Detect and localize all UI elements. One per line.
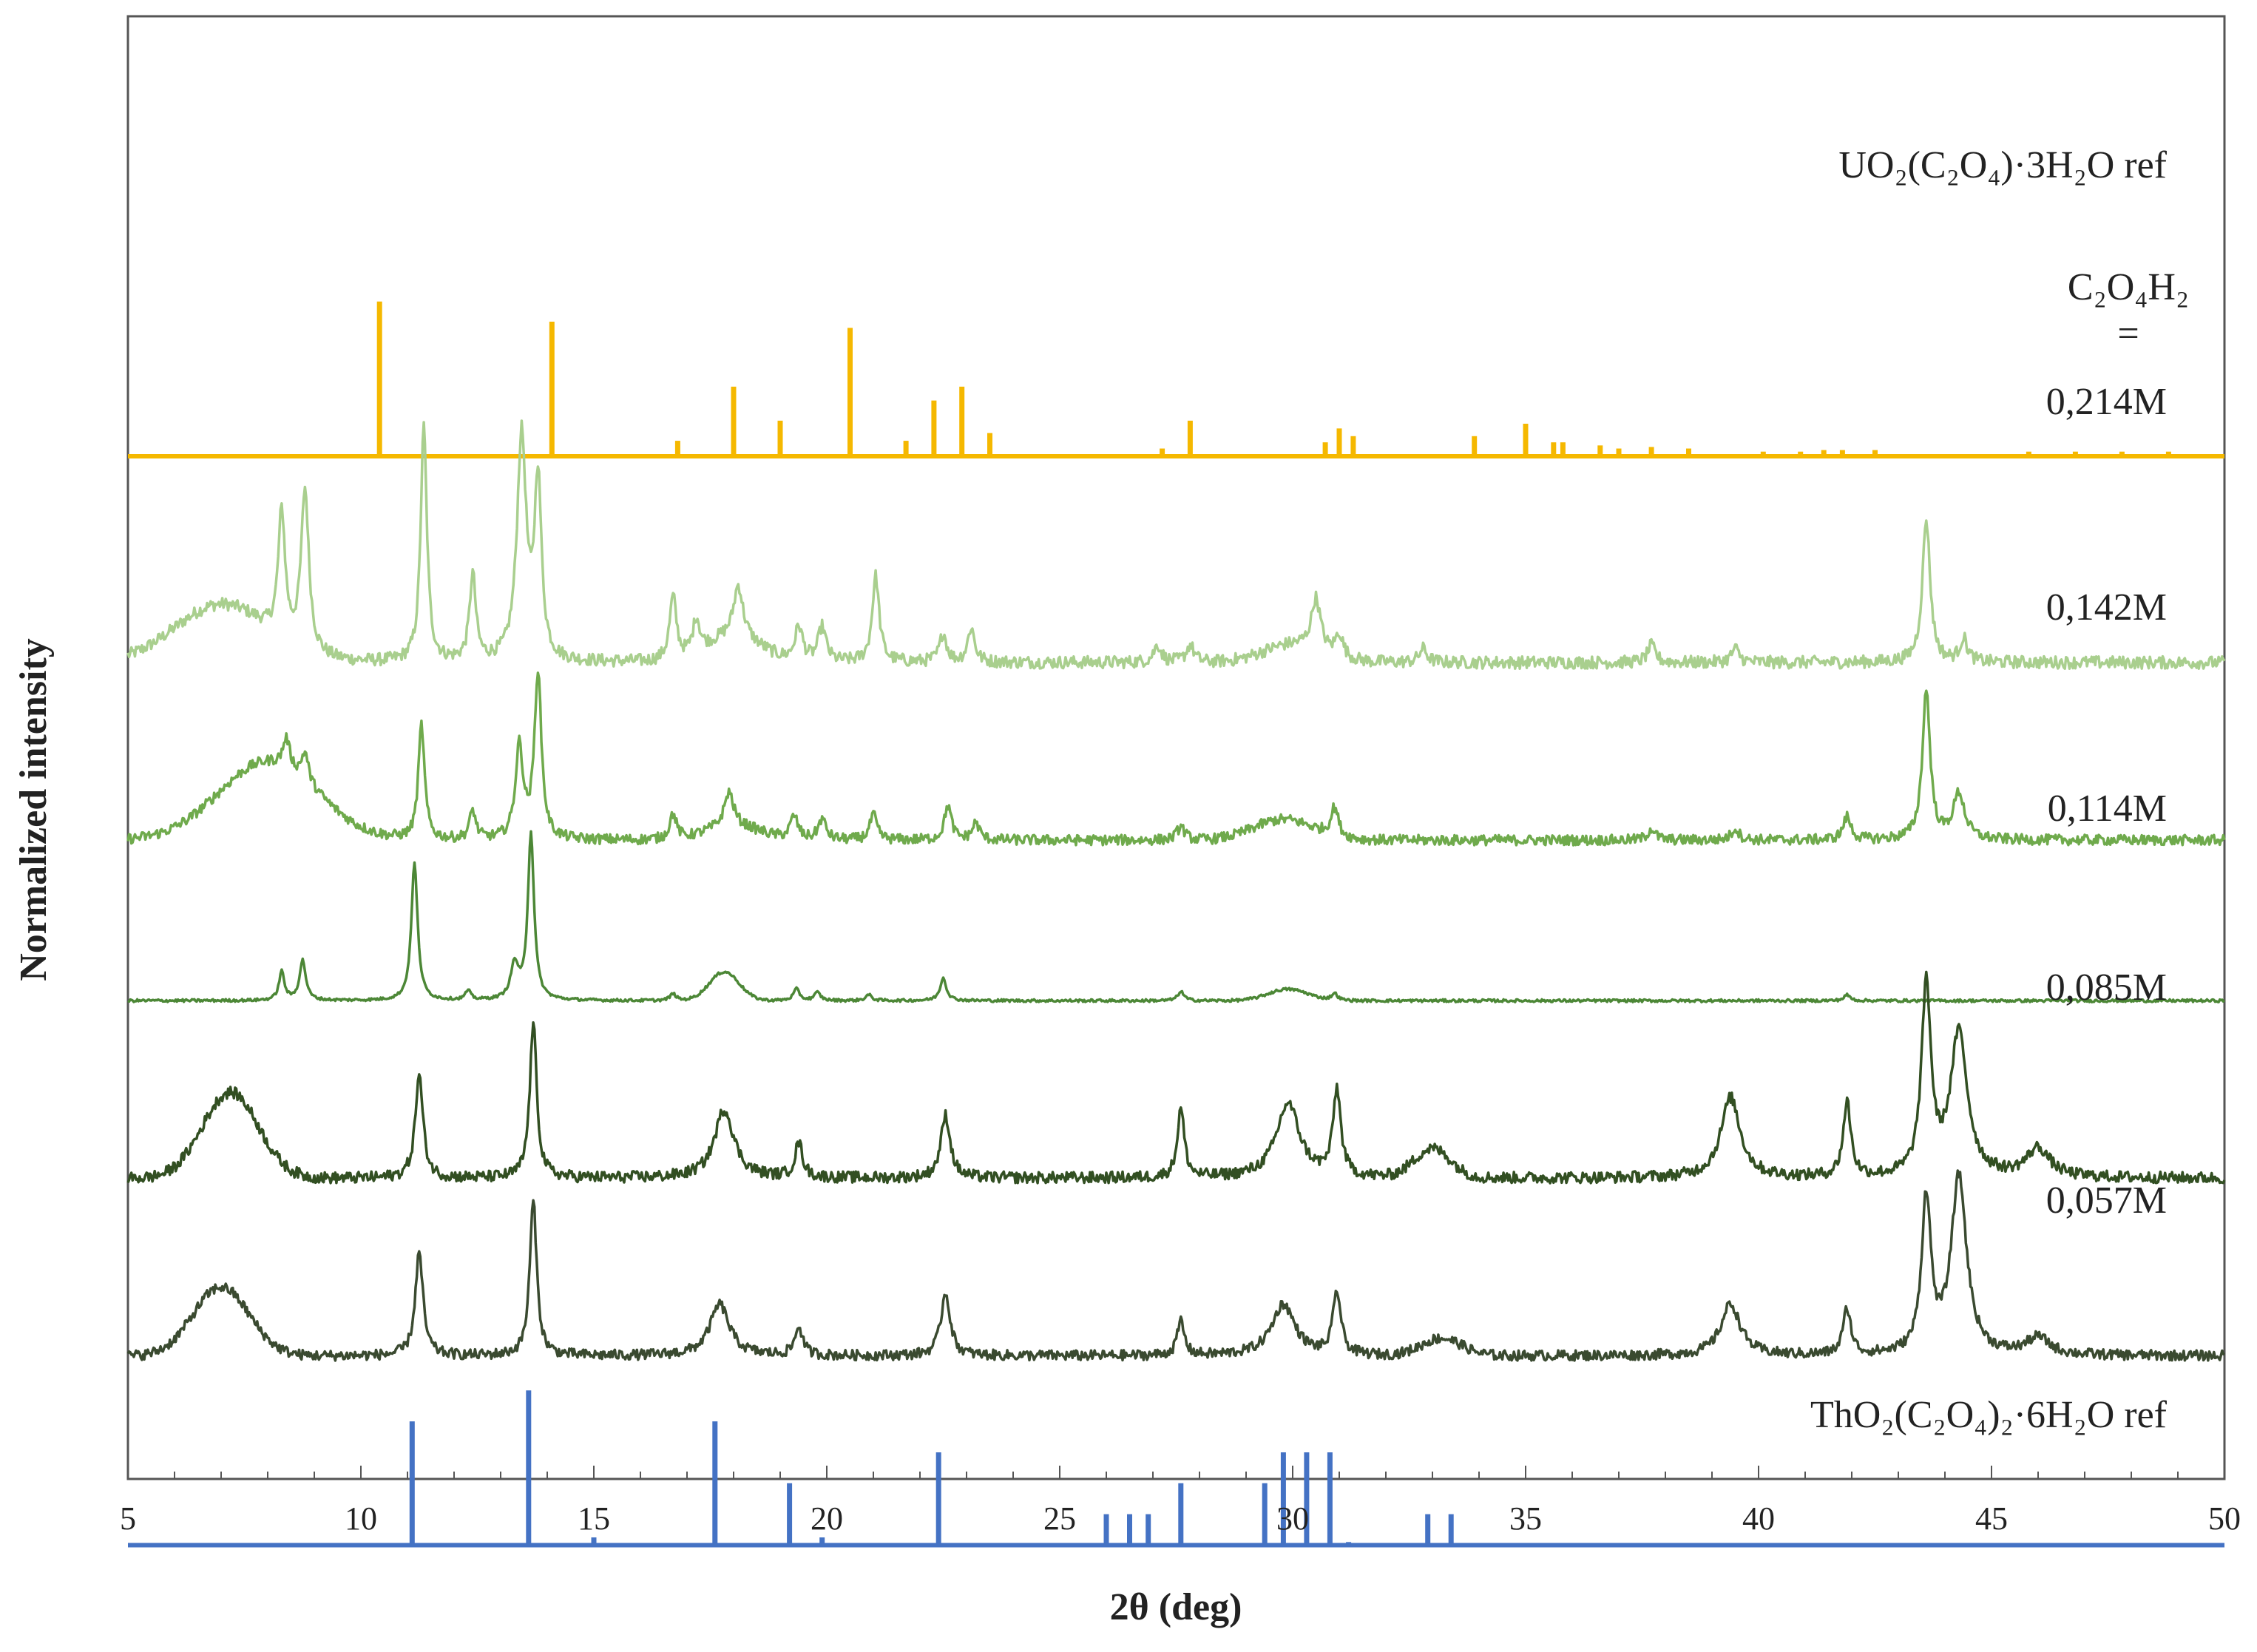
x-tick-label: 50 bbox=[2208, 1500, 2241, 1537]
x-tick-label: 20 bbox=[811, 1500, 843, 1537]
series-3 bbox=[127, 830, 2226, 1003]
x-tick-label: 45 bbox=[1975, 1500, 2008, 1537]
series-4 bbox=[126, 970, 2226, 1185]
series-label: 0,214M bbox=[2046, 381, 2167, 423]
series-5 bbox=[126, 1169, 2225, 1362]
x-tick-label: 40 bbox=[1742, 1500, 1775, 1537]
series-label: 0,057M bbox=[2046, 1179, 2167, 1222]
diffraction-pattern bbox=[126, 671, 2226, 847]
series-label: UO₂(C₂O₄)·3H₂O ref bbox=[1838, 144, 2167, 186]
series-layer bbox=[126, 301, 2226, 1548]
diffraction-pattern bbox=[126, 970, 2226, 1185]
series-labels: UO₂(C₂O₄)·3H₂O ref 0,142M 0,114M 0,085M 0,05… bbox=[1810, 144, 2189, 1436]
diffraction-pattern bbox=[126, 1169, 2225, 1362]
x-axis: 5 10 15 20 25 30 35 40 45 50 bbox=[120, 1466, 2241, 1537]
label-heading: C₂O₄H₂ bbox=[2068, 266, 2189, 308]
x-tick-label: 15 bbox=[578, 1500, 610, 1537]
series-label: 0,114M bbox=[2048, 788, 2167, 830]
series-label: 0,142M bbox=[2046, 586, 2167, 629]
series-label: ThO₂(C₂O₄)₂·6H₂O ref bbox=[1810, 1394, 2168, 1436]
y-axis-title: Normalized intensity bbox=[13, 638, 55, 981]
series-2 bbox=[126, 671, 2226, 847]
diffraction-pattern bbox=[127, 830, 2226, 1003]
diffraction-pattern bbox=[126, 419, 2226, 670]
x-tick-label: 5 bbox=[120, 1500, 136, 1537]
label-heading-equals: = bbox=[2117, 313, 2139, 355]
x-tick-label: 30 bbox=[1276, 1500, 1309, 1537]
series-0 bbox=[128, 301, 2224, 458]
x-tick-label: 25 bbox=[1043, 1500, 1076, 1537]
x-tick-label: 35 bbox=[1509, 1500, 1542, 1537]
plot-frame bbox=[126, 15, 2226, 1480]
series-6 bbox=[128, 1390, 2224, 1548]
series-label: 0,085M bbox=[2046, 967, 2167, 1009]
x-tick-label: 10 bbox=[345, 1500, 377, 1537]
series-1 bbox=[126, 419, 2226, 670]
x-axis-title: 2θ (deg) bbox=[1110, 1586, 1242, 1628]
